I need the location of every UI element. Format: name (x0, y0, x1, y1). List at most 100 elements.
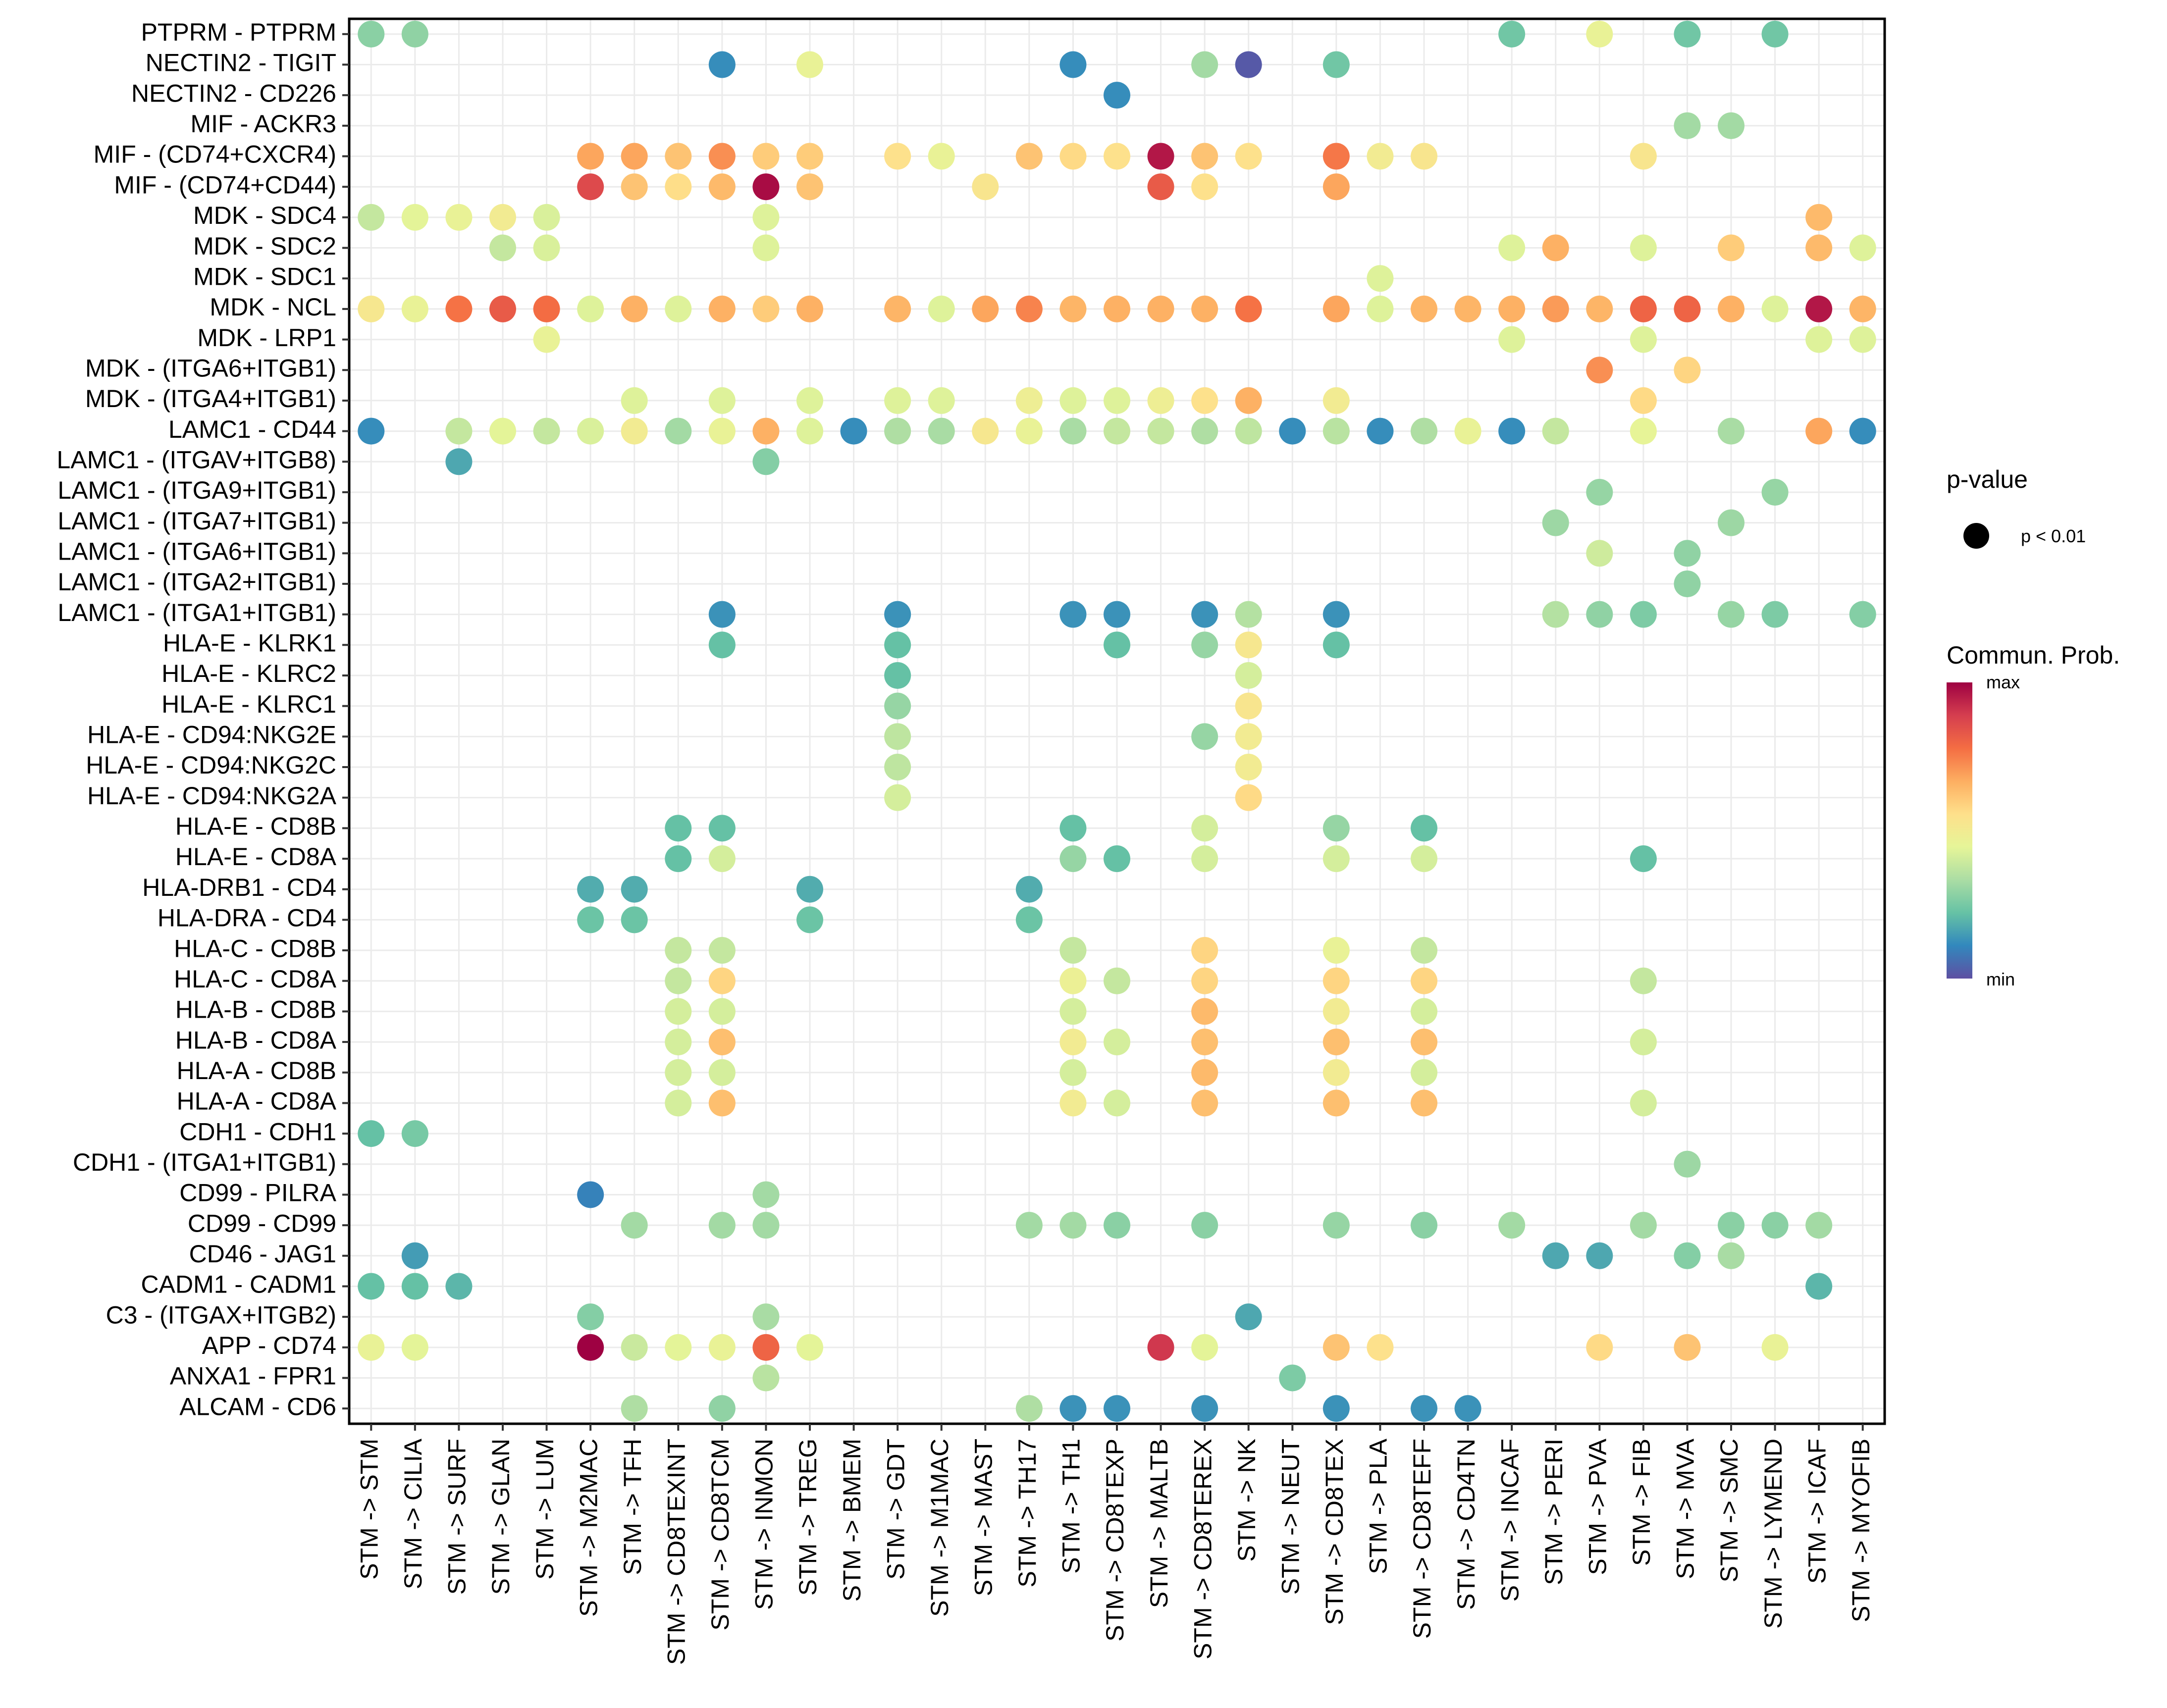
data-point (1191, 1212, 1218, 1239)
color-legend-title: Commun. Prob. (1947, 641, 2120, 669)
data-point (708, 1059, 736, 1086)
y-tick-label: CDH1 - CDH1 (179, 1118, 336, 1145)
data-point (708, 1029, 736, 1056)
data-point (358, 20, 385, 48)
data-point (1498, 20, 1526, 48)
data-point (752, 295, 780, 322)
data-point (708, 998, 736, 1025)
y-tick-label: C3 - (ITGAX+ITGB2) (106, 1301, 336, 1329)
data-point (1104, 143, 1130, 170)
data-point (1191, 417, 1218, 445)
data-point (1235, 662, 1262, 689)
data-point (621, 1395, 648, 1422)
data-point (401, 1273, 428, 1300)
data-point (489, 234, 516, 261)
data-point (1191, 1334, 1218, 1361)
data-point (1761, 20, 1789, 48)
data-point (1674, 1150, 1701, 1178)
data-point (708, 1334, 736, 1361)
data-point (708, 967, 736, 994)
data-point (1059, 417, 1087, 445)
data-point (752, 1212, 780, 1239)
x-tick-label: STM -> MYOFIB (1847, 1439, 1875, 1622)
data-point (884, 295, 911, 322)
data-point (1674, 357, 1701, 384)
data-point (1674, 1334, 1701, 1361)
data-point (1322, 295, 1350, 322)
data-point (621, 876, 648, 903)
data-point (1630, 234, 1657, 261)
data-point (665, 1089, 692, 1117)
data-point (1059, 143, 1087, 170)
data-point (884, 662, 911, 689)
data-point (1761, 1212, 1789, 1239)
x-tick-label: STM -> GLAN (487, 1439, 515, 1595)
data-point (708, 1212, 736, 1239)
data-point (533, 295, 560, 322)
data-point (533, 204, 560, 231)
x-tick-label: STM -> MAST (969, 1439, 997, 1596)
data-point (972, 417, 999, 445)
y-tick-label: HLA-E - CD94:NKG2E (87, 721, 336, 749)
data-point (928, 143, 955, 170)
data-point (972, 295, 999, 322)
data-point (665, 1059, 692, 1086)
data-point (1718, 417, 1744, 445)
data-point (1630, 387, 1657, 414)
x-tick-label: STM -> SMC (1715, 1439, 1743, 1582)
data-point (1586, 601, 1613, 628)
data-point (1104, 387, 1130, 414)
y-tick-label: MDK - LRP1 (197, 324, 336, 352)
x-tick-label: STM -> LUM (531, 1439, 559, 1580)
data-point (1059, 295, 1087, 322)
data-point (884, 692, 911, 720)
data-point (1630, 417, 1657, 445)
data-point (840, 417, 867, 445)
data-point (621, 1334, 648, 1361)
x-tick-label: STM -> TREG (794, 1439, 822, 1596)
data-point (1367, 265, 1394, 292)
data-point (1059, 1029, 1087, 1056)
data-point (1411, 998, 1437, 1025)
data-point (1498, 295, 1526, 322)
data-point (445, 1273, 473, 1300)
x-tick-label: STM -> CD8TCM (706, 1439, 734, 1631)
data-point (1235, 754, 1262, 781)
data-point (1542, 601, 1569, 628)
x-tick-label: STM -> M2MAC (575, 1439, 602, 1617)
data-point (1367, 143, 1394, 170)
data-point (884, 417, 911, 445)
data-point (1718, 1212, 1744, 1239)
data-point (752, 1303, 780, 1331)
y-tick-label: CD46 - JAG1 (189, 1240, 336, 1268)
data-point (1805, 417, 1833, 445)
data-point (577, 876, 604, 903)
x-tick-label: STM -> NEUT (1276, 1439, 1304, 1595)
x-tick-label: STM -> FIB (1628, 1439, 1655, 1566)
data-point (1322, 143, 1350, 170)
data-point (1586, 1334, 1613, 1361)
data-point (1191, 1029, 1218, 1056)
data-point (1235, 692, 1262, 720)
data-point (533, 234, 560, 261)
y-tick-label: LAMC1 - (ITGA7+ITGB1) (57, 507, 336, 535)
data-point (1454, 295, 1481, 322)
data-point (1674, 1242, 1701, 1269)
data-point (1059, 601, 1087, 628)
data-point (1630, 1089, 1657, 1117)
data-point (577, 1303, 604, 1331)
data-point (1805, 295, 1833, 322)
legend: p-value p < 0.01 Commun. Prob. max min (1947, 466, 2120, 989)
data-point (577, 143, 604, 170)
x-tick-label: STM -> LYMEND (1759, 1439, 1787, 1629)
y-tick-label: MDK - (ITGA4+ITGB1) (85, 385, 336, 413)
data-point (489, 417, 516, 445)
data-point (1104, 1029, 1130, 1056)
data-point (1498, 1212, 1526, 1239)
data-point (1542, 417, 1569, 445)
y-tick-label: MDK - (ITGA6+ITGB1) (85, 354, 336, 382)
x-tick-label: STM -> CD8TEXP (1101, 1439, 1129, 1642)
data-point (884, 754, 911, 781)
color-legend-max: max (1986, 672, 2020, 692)
